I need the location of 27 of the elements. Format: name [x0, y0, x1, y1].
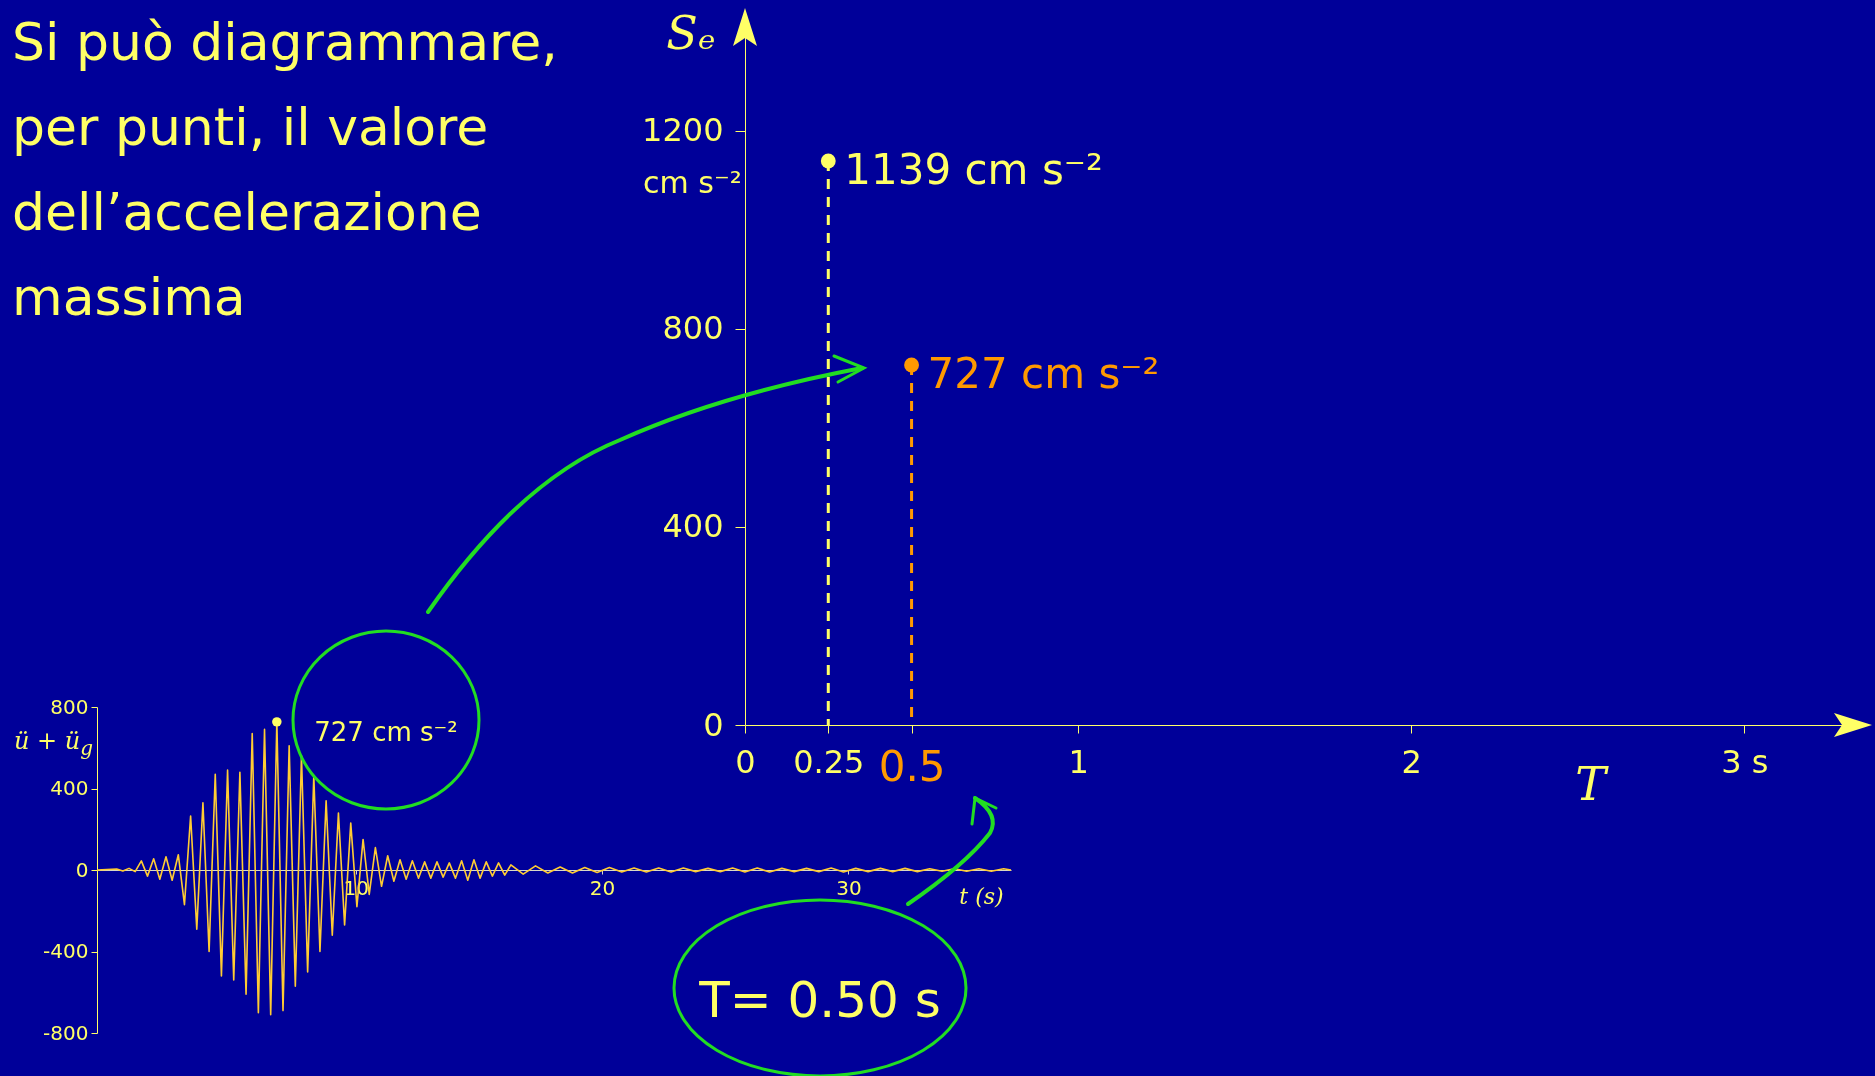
y-tick-label: -800: [43, 1020, 89, 1045]
x-tick-label: 0: [735, 742, 756, 781]
x-tick-label: 20: [589, 875, 616, 900]
x-tick-label: 1: [1068, 742, 1089, 781]
y-tick-label: 800: [50, 694, 89, 719]
y-tick-label: 1200: [642, 111, 724, 150]
y-tick-label: -400: [43, 939, 89, 963]
x-tick-label: 0.25: [793, 742, 865, 781]
y-tick-label: 0: [703, 705, 724, 744]
text: cm s⁻²: [643, 165, 742, 200]
x-axis-title: t (s): [959, 883, 1004, 909]
y-axis-title: ü + ü$_{g}$: [14, 727, 94, 760]
data-label: 727 cm s⁻²: [927, 349, 1160, 399]
annotation: T= 0.50 s: [699, 971, 941, 1029]
y-tick-label: 400: [662, 507, 724, 546]
text: Si può diagrammare, per punti, il valore dell’accelerazione massima: [12, 11, 559, 329]
y-tick-label: 400: [50, 776, 89, 800]
y-tick-label: 0: [75, 857, 89, 882]
x-tick-label: 0.5: [878, 741, 946, 791]
x-tick-label: 3 s: [1721, 742, 1769, 781]
y-tick-label: 800: [662, 309, 724, 348]
data-label: 1139 cm s⁻²: [844, 145, 1103, 195]
annotation: 727 cm s⁻²: [314, 717, 458, 747]
x-tick-label: 2: [1401, 742, 1422, 781]
y-axis-title: Sₑ: [666, 5, 716, 60]
x-tick-label: 30: [836, 875, 862, 900]
x-axis-title: T: [1575, 756, 1610, 811]
